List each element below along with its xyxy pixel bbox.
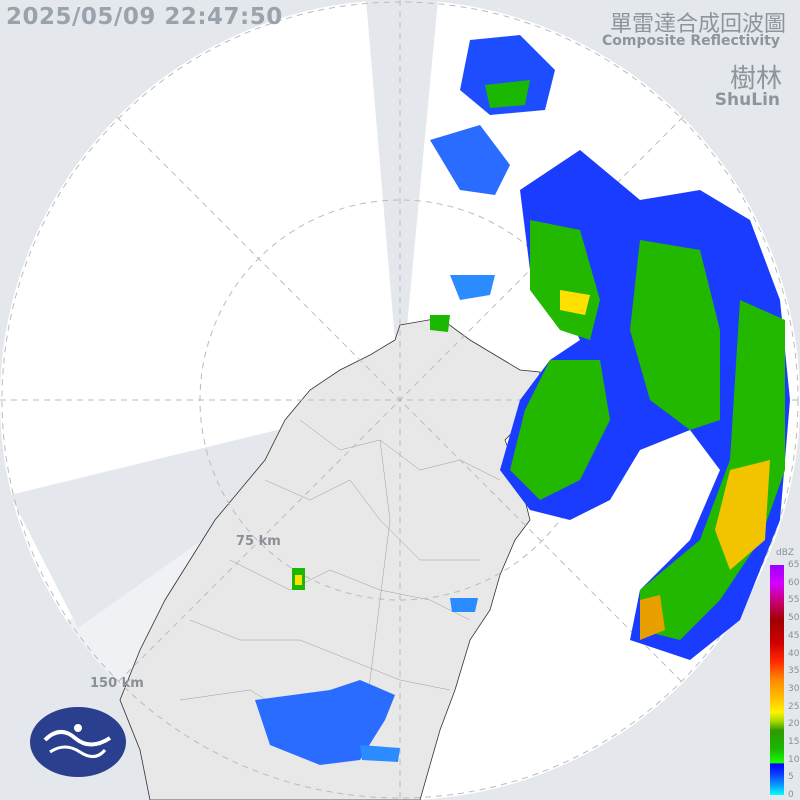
legend-tick: 5 xyxy=(788,772,794,783)
cwa-logo xyxy=(30,707,126,777)
legend-tick: 35 xyxy=(788,666,800,677)
range-label-75: 75 km xyxy=(236,534,281,549)
legend-tick: 65 xyxy=(788,560,800,570)
legend-tick: 10 xyxy=(788,754,800,765)
legend-tick: 20 xyxy=(788,719,800,730)
site-name-zh: 樹林 xyxy=(729,64,782,94)
legend-color-bar xyxy=(770,565,784,795)
legend-tick: 45 xyxy=(788,630,800,641)
legend-tick: 40 xyxy=(788,648,800,659)
timestamp: 2025/05/09 22:47:50 xyxy=(6,4,283,30)
legend-tick: 0 xyxy=(788,790,794,800)
title-zh: 單雷達合成回波圖 xyxy=(609,12,786,37)
legend-unit: dBZ xyxy=(776,548,795,558)
legend-tick: 25 xyxy=(788,701,800,712)
legend-tick: 55 xyxy=(788,595,800,606)
radar-echoes xyxy=(255,35,790,765)
legend-tick: 30 xyxy=(788,683,800,694)
range-label-150: 150 km xyxy=(90,676,144,691)
legend-tick: 50 xyxy=(788,613,800,624)
site-name-en: ShuLin xyxy=(714,90,780,110)
title-en: Composite Reflectivity xyxy=(602,33,780,49)
beam-blockage-north xyxy=(366,0,438,400)
legend-tick: 15 xyxy=(788,737,800,747)
legend-tick: 60 xyxy=(788,577,800,588)
